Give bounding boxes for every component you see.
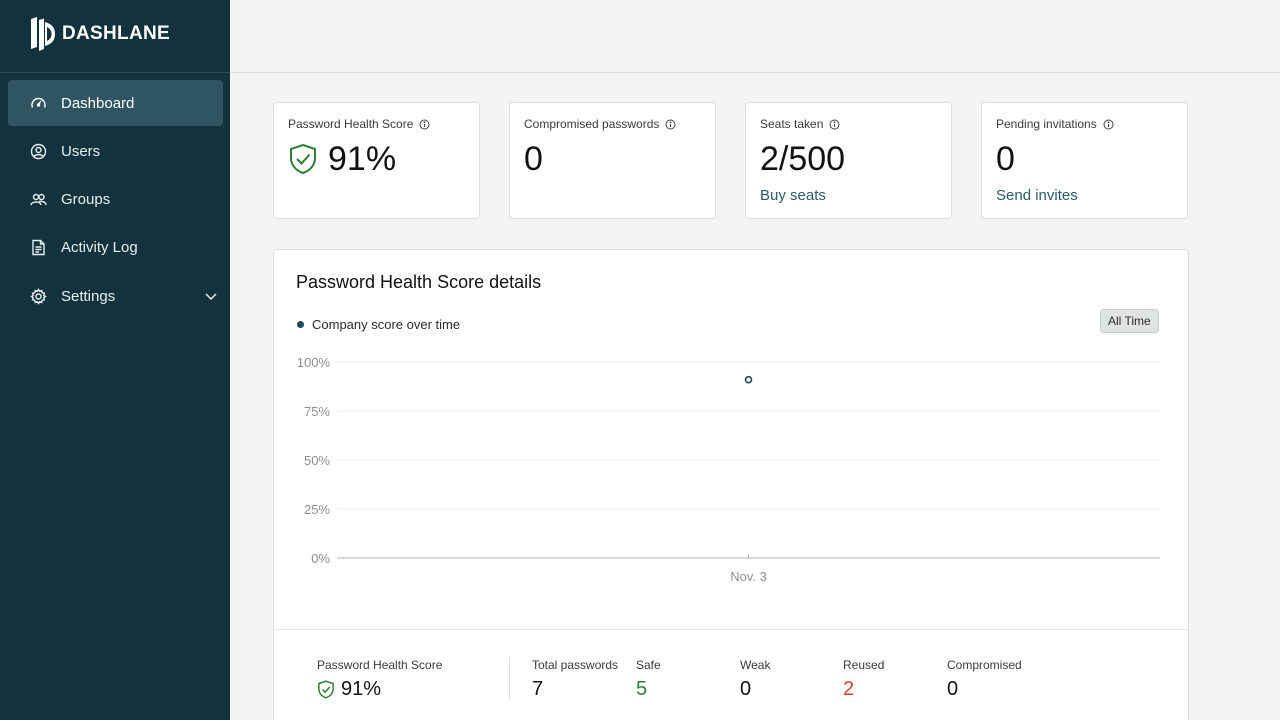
group-icon: [30, 191, 47, 208]
summary-score-label: Password Health Score: [317, 658, 443, 672]
send-invites-link[interactable]: Send invites: [996, 187, 1078, 204]
summary-separator: [509, 657, 510, 701]
dashlane-logo-icon: [30, 17, 56, 51]
card-pending-invitations: Pending invitations 0 Send invites: [981, 102, 1188, 219]
shield-check-icon: [288, 143, 318, 175]
card-title: Password Health Score: [288, 117, 465, 131]
card-value: 0: [524, 140, 543, 178]
sidebar-item-label: Groups: [61, 191, 111, 209]
info-icon[interactable]: [419, 119, 430, 130]
card-title: Seats taken: [760, 117, 937, 131]
legend-dot: [297, 321, 304, 328]
y-tick-label: 50%: [304, 453, 330, 468]
sidebar-item-label: Dashboard: [61, 94, 135, 112]
user-circle-icon: [30, 143, 47, 160]
legend-label: Company score over time: [312, 317, 461, 332]
shield-check-icon: [317, 680, 335, 699]
card-title-text: Compromised passwords: [524, 117, 660, 131]
y-tick-label: 25%: [304, 502, 330, 517]
sidebar-nav: Dashboard Users Groups: [8, 80, 223, 321]
summary-score: 91%: [317, 678, 381, 701]
summary-stat-value: 2: [843, 678, 855, 700]
sidebar-divider: [0, 72, 230, 73]
document-icon: [30, 239, 47, 256]
card-compromised-passwords: Compromised passwords 0: [509, 102, 716, 219]
card-title-text: Pending invitations: [996, 117, 1097, 131]
card-title: Compromised passwords: [524, 117, 701, 131]
sidebar-item-label: Settings: [61, 287, 116, 305]
dashlane-logo[interactable]: DASHLANE: [30, 16, 170, 52]
gauge-icon: [30, 95, 47, 112]
card-title-text: Password Health Score: [288, 117, 414, 131]
card-title-text: Seats taken: [760, 117, 824, 131]
top-bar: [230, 0, 1280, 73]
summary-stat-label: Reused: [843, 658, 885, 672]
card-value: 91%: [328, 140, 397, 178]
sidebar-item-label: Users: [61, 142, 101, 160]
info-icon[interactable]: [1103, 119, 1114, 130]
gear-icon: [30, 287, 47, 305]
password-health-details-panel: Password Health Score details Company sc…: [273, 249, 1189, 720]
summary-score-value: 91%: [341, 678, 382, 700]
card-value: 0: [996, 140, 1015, 178]
summary-stat-value: 0: [947, 678, 959, 700]
sidebar-item-label: Activity Log: [61, 239, 138, 257]
sidebar-item-activity-log[interactable]: Activity Log: [8, 225, 223, 271]
data-point[interactable]: [744, 375, 753, 384]
summary-stat-label: Safe: [636, 658, 661, 672]
y-tick-label: 75%: [304, 404, 330, 419]
sidebar: DASHLANE Dashboard Users: [0, 0, 230, 720]
panel-divider: [274, 629, 1188, 630]
sidebar-item-users[interactable]: Users: [8, 128, 223, 174]
card-title: Pending invitations: [996, 117, 1173, 131]
sidebar-item-settings[interactable]: Settings: [8, 273, 223, 319]
y-tick-label: 100%: [297, 355, 331, 370]
info-icon[interactable]: [829, 119, 840, 130]
chevron-down-icon[interactable]: [203, 288, 219, 304]
x-tick-label: Nov. 3: [730, 569, 767, 584]
summary-stat-value: 5: [636, 678, 648, 700]
sidebar-item-groups[interactable]: Groups: [8, 177, 223, 223]
buy-seats-link[interactable]: Buy seats: [760, 187, 826, 204]
summary-stat-label: Weak: [740, 658, 771, 672]
sidebar-item-dashboard[interactable]: Dashboard: [8, 80, 223, 126]
summary-stat-label: Compromised: [947, 658, 1022, 672]
score-chart: 100% 75% 50% 25% 0% Nov. 3: [297, 355, 1160, 584]
card-password-health-score: Password Health Score 91%: [273, 102, 480, 219]
all-time-button[interactable]: All Time: [1100, 309, 1159, 333]
logo-text: DASHLANE: [62, 23, 170, 44]
card-value-row: 91%: [288, 139, 465, 179]
info-icon[interactable]: [665, 119, 676, 130]
panel-title: Password Health Score details: [296, 272, 542, 292]
summary-stat-label: Total passwords: [532, 658, 619, 672]
summary-stat-value: 0: [740, 678, 752, 700]
y-tick-label: 0%: [311, 551, 330, 566]
card-value: 2/500: [760, 140, 846, 178]
summary-stat-value: 7: [532, 678, 544, 700]
chart-legend: Company score over time: [297, 317, 460, 332]
card-seats-taken: Seats taken 2/500 Buy seats: [745, 102, 952, 219]
